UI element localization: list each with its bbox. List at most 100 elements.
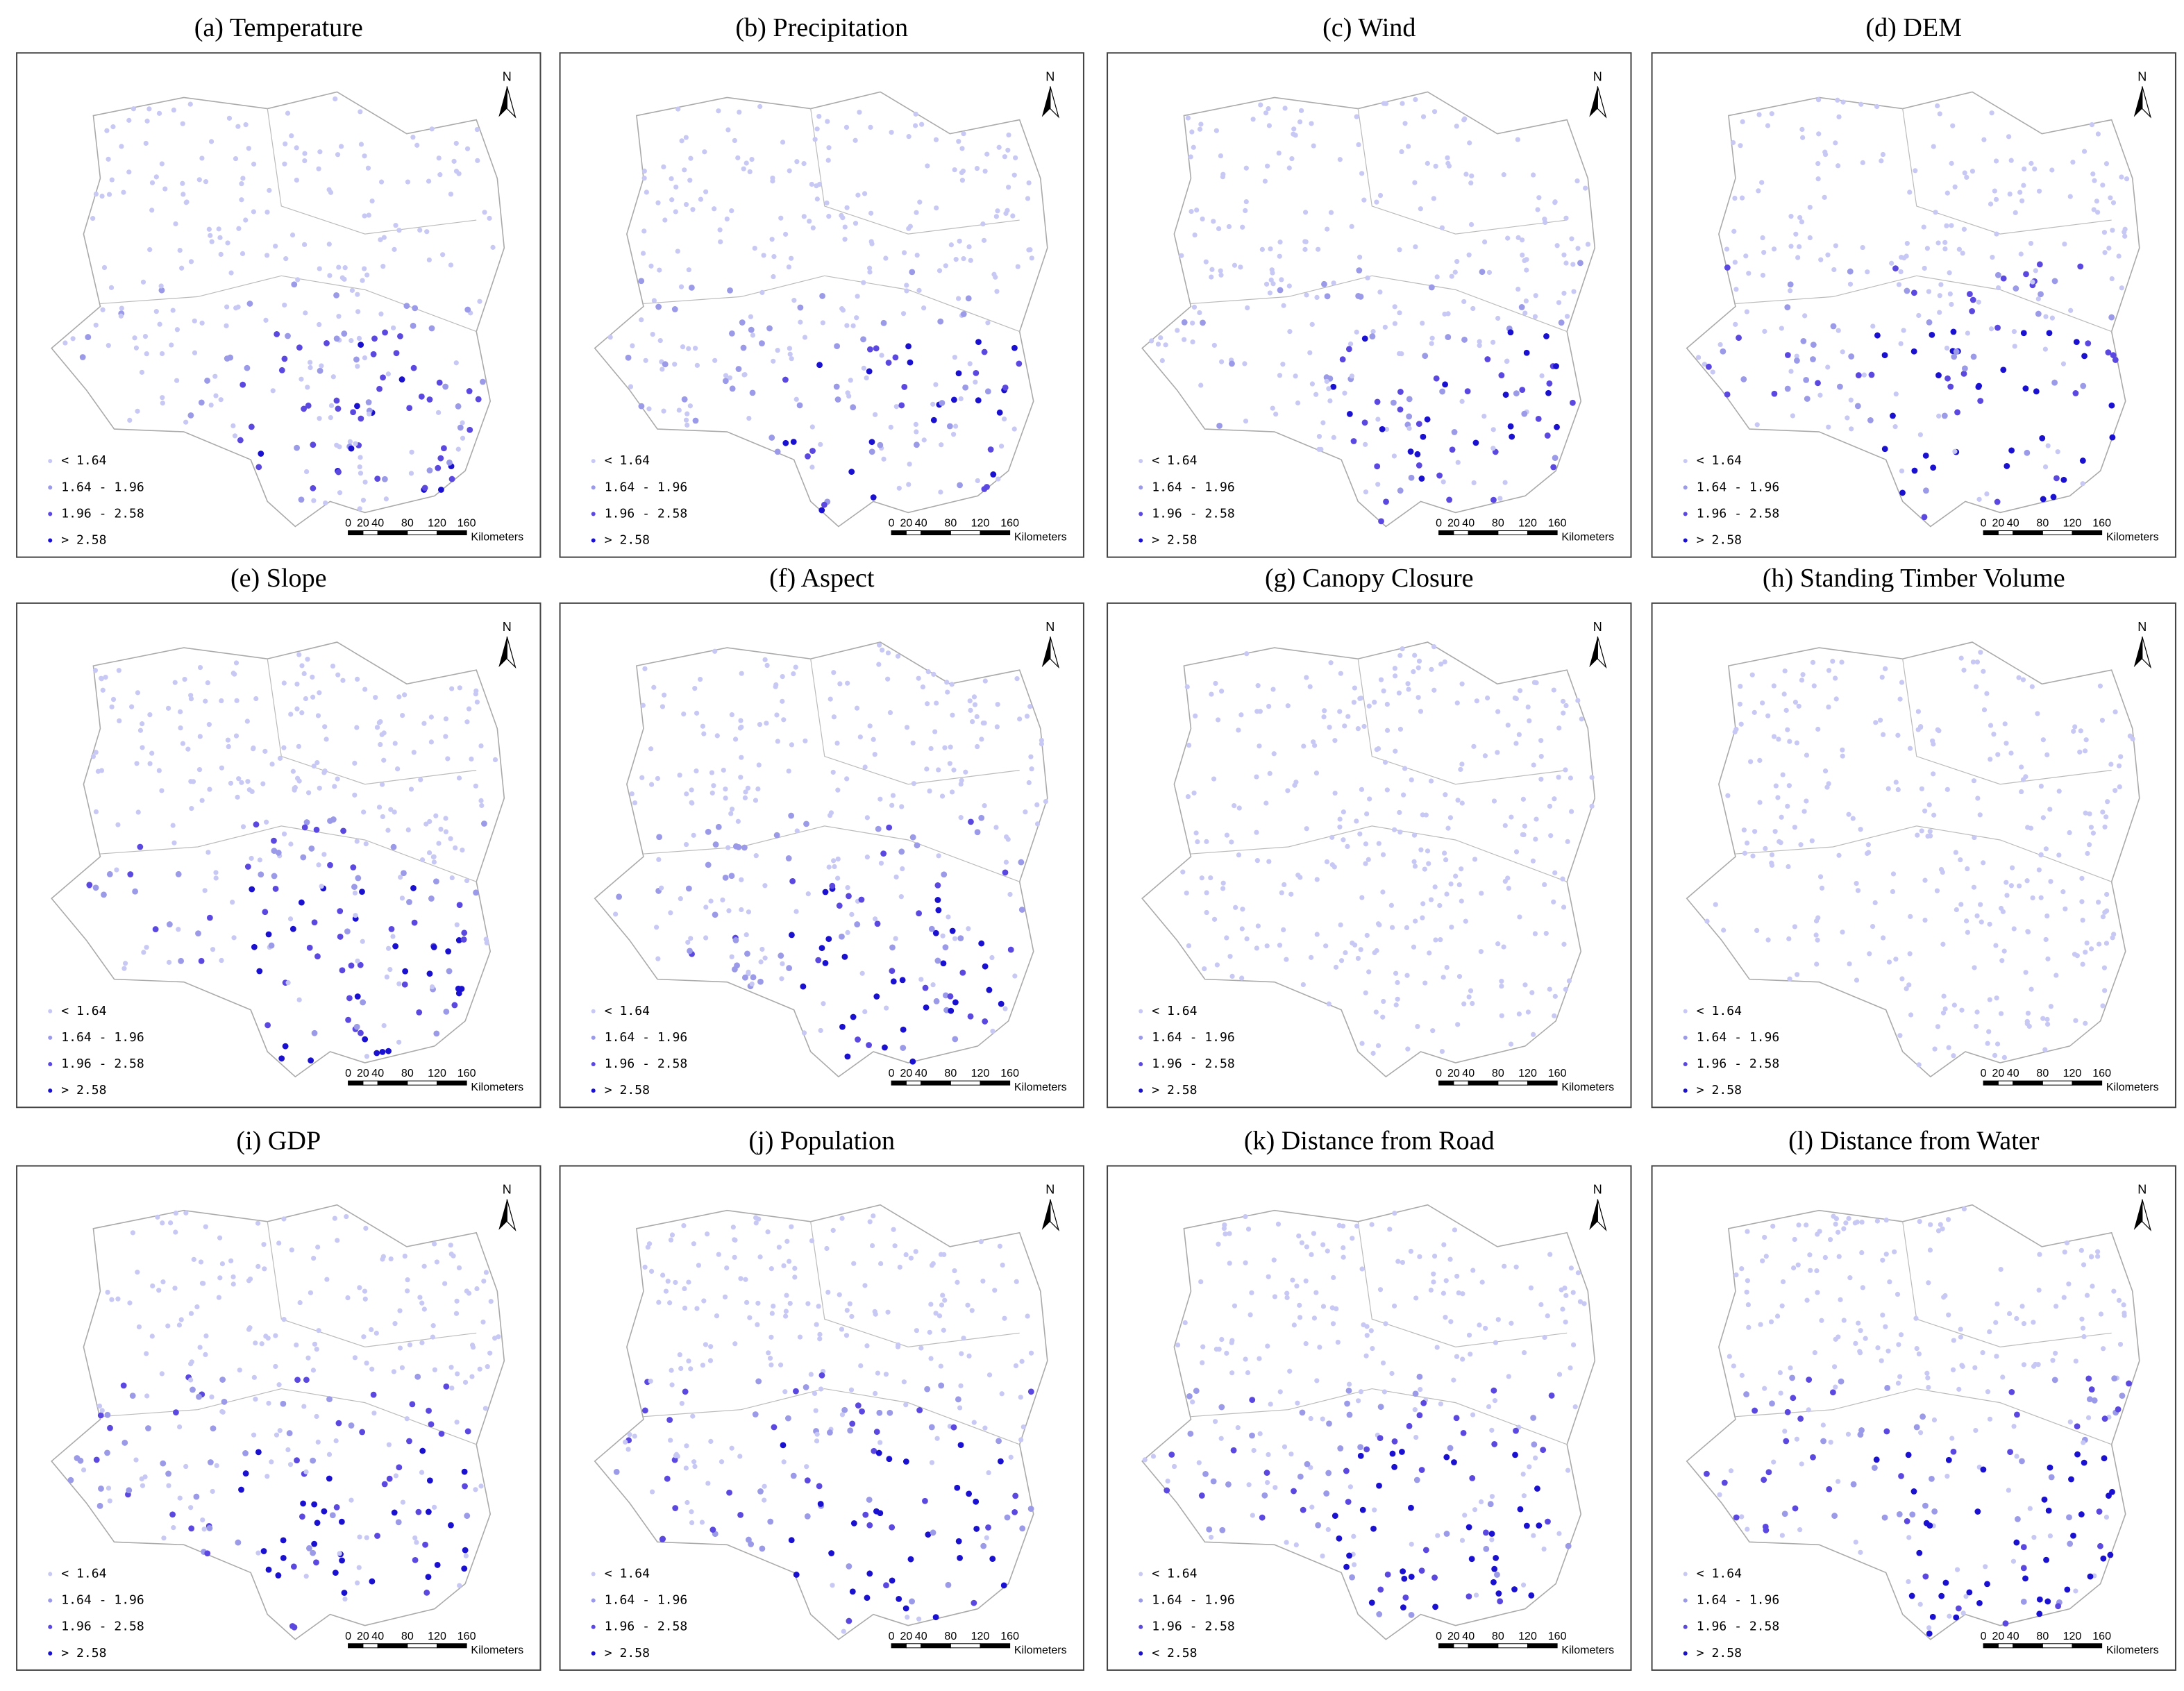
hotspot-dot bbox=[1548, 1392, 1555, 1399]
hotspot-dot bbox=[1568, 1365, 1573, 1371]
hotspot-dot bbox=[1239, 975, 1245, 981]
hotspot-dot bbox=[933, 998, 940, 1004]
hotspot-dot bbox=[1536, 1522, 1543, 1529]
hotspot-dot bbox=[445, 756, 451, 762]
hotspot-dot bbox=[1746, 1324, 1752, 1330]
hotspot-dot bbox=[1951, 1053, 1956, 1059]
legend-symbol bbox=[48, 1062, 53, 1067]
hotspot-dot bbox=[1397, 809, 1402, 816]
hotspot-dot bbox=[1989, 110, 1994, 116]
hotspot-dot bbox=[2022, 385, 2029, 392]
hotspot-dot bbox=[665, 1279, 671, 1284]
hotspot-dot bbox=[428, 1421, 435, 1428]
hotspot-dot bbox=[1422, 1547, 1429, 1554]
hotspot-dot bbox=[1904, 253, 1909, 259]
hotspot-dot bbox=[90, 216, 96, 221]
hotspot-dot bbox=[1313, 1290, 1319, 1295]
hotspot-dot bbox=[920, 684, 926, 690]
hotspot-dot bbox=[405, 827, 411, 833]
hotspot-dot bbox=[1816, 131, 1822, 137]
hotspot-dot bbox=[165, 705, 171, 711]
hotspot-dot bbox=[2110, 935, 2115, 941]
hotspot-dot bbox=[1987, 997, 1992, 1002]
hotspot-dot bbox=[192, 318, 197, 323]
hotspot-dot bbox=[2072, 390, 2079, 396]
hotspot-dot bbox=[816, 362, 823, 369]
hotspot-dot bbox=[426, 178, 432, 184]
hotspot-dot bbox=[356, 335, 362, 342]
hotspot-dot bbox=[233, 733, 240, 739]
hotspot-dot bbox=[1392, 1211, 1397, 1216]
legend-symbol bbox=[48, 1088, 53, 1093]
hotspot-dot bbox=[1408, 1248, 1414, 1254]
hotspot-dot bbox=[1358, 1389, 1364, 1395]
hotspot-dot bbox=[463, 1553, 469, 1558]
hotspot-dot bbox=[469, 1374, 475, 1379]
hotspot-dot bbox=[1282, 1444, 1288, 1449]
hotspot-dot bbox=[841, 1629, 846, 1634]
hotspot-dot bbox=[2106, 245, 2112, 251]
hotspot-dot bbox=[801, 1030, 807, 1036]
hotspot-dot bbox=[933, 1311, 939, 1316]
hotspot-dot bbox=[1917, 1601, 1923, 1607]
hotspot-dot bbox=[673, 1279, 678, 1286]
hotspot-dot bbox=[1994, 1301, 2000, 1306]
legend-symbol bbox=[48, 512, 53, 516]
hotspot-dot bbox=[1833, 243, 1839, 249]
hotspot-dot bbox=[253, 1397, 258, 1402]
hotspot-dot bbox=[1187, 1430, 1194, 1437]
hotspot-dot bbox=[2070, 159, 2076, 165]
hotspot-dot bbox=[397, 1308, 403, 1313]
hotspot-dot bbox=[128, 704, 135, 709]
hotspot-dot bbox=[1484, 356, 1491, 362]
hotspot-dot bbox=[1270, 405, 1275, 411]
hotspot-dot bbox=[963, 769, 968, 775]
hotspot-dot bbox=[914, 429, 919, 435]
hotspot-dot bbox=[1179, 253, 1184, 258]
hotspot-dot bbox=[1370, 1525, 1377, 1532]
hotspot-dot bbox=[1182, 1320, 1188, 1326]
hotspot-dot bbox=[1950, 1448, 1957, 1455]
hotspot-dot bbox=[294, 1342, 299, 1348]
hotspot-dot bbox=[1347, 1484, 1353, 1490]
hotspot-dot bbox=[100, 687, 106, 693]
hotspot-dot bbox=[688, 284, 695, 291]
scale-label: 0 bbox=[1436, 516, 1442, 529]
hotspot-dot bbox=[1284, 957, 1289, 962]
hotspot-dot bbox=[1897, 696, 1903, 702]
hotspot-dot bbox=[1529, 990, 1535, 995]
hotspot-dot bbox=[960, 311, 967, 317]
hotspot-dot bbox=[1329, 834, 1335, 840]
hotspot-dot bbox=[1545, 1313, 1550, 1319]
hotspot-dot bbox=[840, 215, 846, 221]
hotspot-dot bbox=[397, 333, 403, 339]
hotspot-dot bbox=[669, 176, 674, 182]
hotspot-dot bbox=[2115, 1406, 2122, 1413]
hotspot-dot bbox=[793, 1388, 799, 1395]
scale-label: 120 bbox=[1518, 1630, 1537, 1642]
hotspot-dot bbox=[930, 982, 936, 988]
hotspot-dot bbox=[430, 944, 437, 950]
hotspot-dot bbox=[299, 663, 305, 668]
hotspot-dot bbox=[1322, 708, 1327, 714]
hotspot-dot bbox=[1551, 687, 1556, 693]
hotspot-dot bbox=[2000, 1374, 2006, 1380]
hotspot-dot bbox=[276, 1382, 282, 1388]
county-boundary bbox=[1902, 1221, 2112, 1347]
hotspot-dot bbox=[643, 357, 648, 363]
hotspot-dot bbox=[371, 1411, 377, 1416]
hotspot-dot bbox=[958, 815, 964, 821]
hotspot-dot bbox=[1517, 688, 1523, 693]
hotspot-dot bbox=[1921, 514, 1928, 521]
hotspot-dot bbox=[386, 1442, 392, 1447]
hotspot-dot bbox=[1561, 905, 1567, 910]
hotspot-dot bbox=[1392, 304, 1397, 310]
scale-unit: Kilometers bbox=[1561, 1644, 1614, 1656]
hotspot-dot bbox=[925, 163, 930, 169]
hotspot-dot bbox=[683, 135, 689, 140]
hotspot-dot bbox=[1468, 180, 1474, 186]
hotspot-dot bbox=[107, 1498, 112, 1504]
hotspot-dot bbox=[2081, 1440, 2086, 1445]
hotspot-dot bbox=[274, 330, 280, 337]
hotspot-dot bbox=[2006, 1488, 2012, 1493]
